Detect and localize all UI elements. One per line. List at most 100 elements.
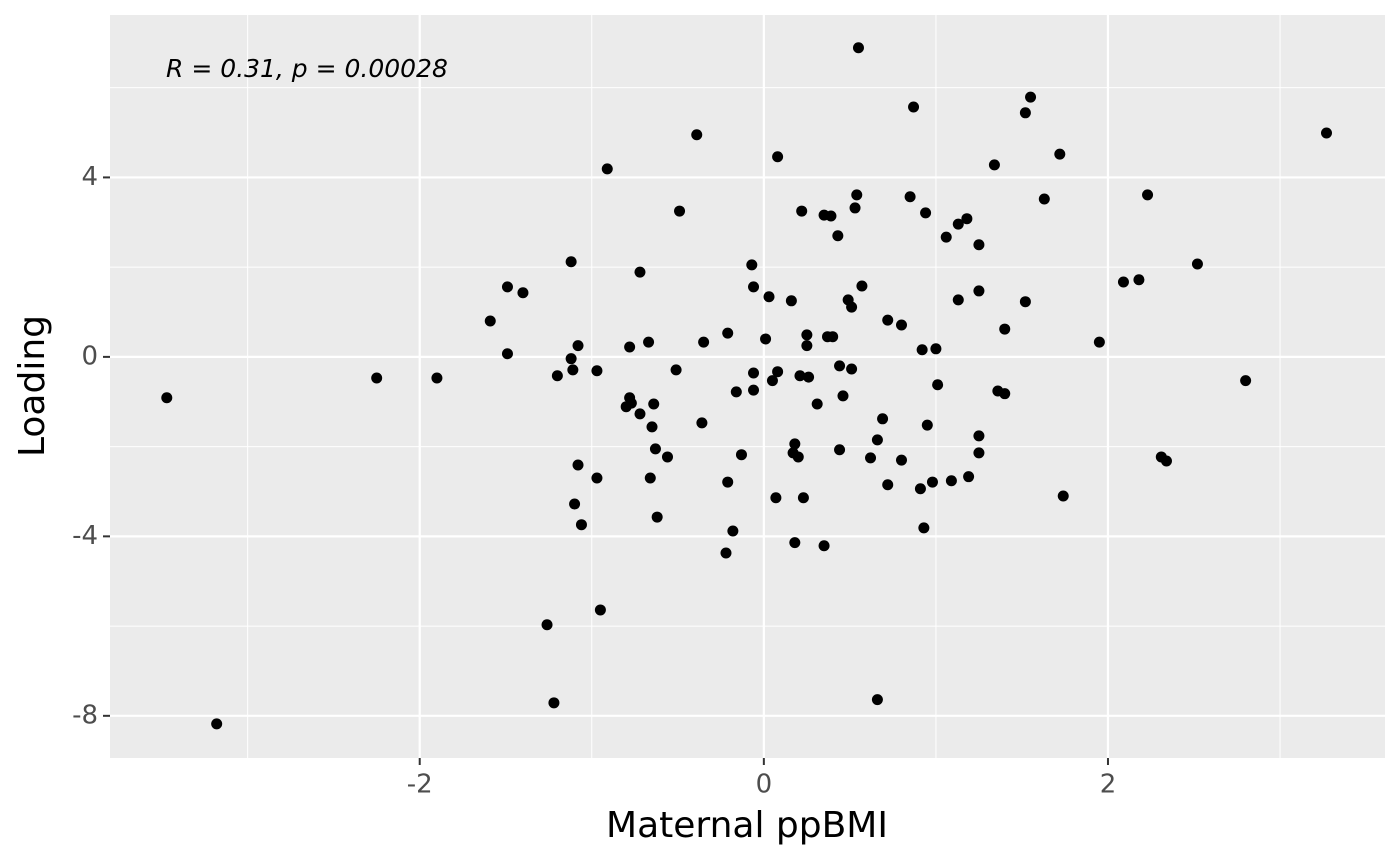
point (999, 388, 1011, 400)
point (431, 372, 443, 384)
point (601, 163, 613, 175)
point (541, 619, 553, 631)
point (952, 294, 964, 306)
point (818, 540, 830, 552)
point (794, 370, 806, 382)
point (920, 207, 932, 219)
point (691, 129, 703, 141)
point (801, 329, 813, 341)
point (548, 697, 560, 709)
point (846, 363, 858, 375)
point (785, 295, 797, 307)
point (1038, 193, 1050, 205)
point (940, 231, 952, 243)
point (1093, 336, 1105, 348)
point (643, 336, 655, 348)
point (789, 438, 801, 450)
point (792, 451, 804, 463)
point (1142, 189, 1154, 201)
point (811, 398, 823, 410)
point (963, 471, 975, 483)
point (803, 371, 815, 383)
point (797, 492, 809, 504)
point (865, 452, 877, 464)
point (988, 159, 1000, 171)
point (722, 476, 734, 488)
point (748, 367, 760, 379)
point (748, 384, 760, 396)
point (921, 419, 933, 431)
point (763, 291, 775, 303)
point (565, 256, 577, 268)
point (735, 449, 747, 461)
point (882, 314, 894, 326)
point (926, 476, 938, 488)
point (1019, 107, 1031, 119)
y-axis-title: Loading (12, 315, 53, 457)
point (698, 336, 710, 348)
point (648, 398, 660, 410)
point (789, 537, 801, 549)
point (973, 239, 985, 251)
point (575, 519, 587, 531)
point (904, 191, 916, 203)
y-tick-label: -8 (72, 700, 98, 730)
point (846, 301, 858, 313)
point (646, 421, 658, 433)
x-axis-title: Maternal ppBMI (606, 805, 888, 846)
point (930, 343, 942, 355)
point (625, 397, 637, 409)
y-tick-label: -4 (72, 521, 98, 551)
point (916, 344, 928, 356)
point (161, 392, 173, 404)
point (895, 319, 907, 331)
point (501, 281, 513, 293)
x-tick-label: 0 (756, 770, 773, 800)
point (877, 413, 889, 425)
point (674, 205, 686, 217)
point (572, 340, 584, 352)
point (871, 434, 883, 446)
point (999, 323, 1011, 335)
point (517, 287, 529, 299)
point (871, 694, 883, 706)
point (649, 443, 661, 455)
point (1117, 276, 1129, 288)
point (770, 492, 782, 504)
panel (110, 15, 1385, 758)
annotation: R = 0.31, p = 0.00028 (166, 54, 448, 83)
point (772, 151, 784, 163)
point (727, 525, 739, 537)
point (644, 472, 656, 484)
point (634, 266, 646, 278)
point (1191, 258, 1203, 270)
point (837, 390, 849, 402)
point (834, 360, 846, 372)
point (856, 280, 868, 292)
point (827, 331, 839, 343)
point (720, 547, 732, 559)
point (722, 327, 734, 339)
point (825, 210, 837, 222)
point (973, 430, 985, 442)
grid (110, 15, 1385, 758)
point (730, 386, 742, 398)
point (211, 718, 223, 730)
point (501, 348, 513, 360)
points (161, 42, 1332, 730)
point (851, 189, 863, 201)
point (832, 230, 844, 242)
point (973, 285, 985, 297)
point (945, 475, 957, 487)
point (594, 604, 606, 616)
point (973, 447, 985, 459)
point (634, 408, 646, 420)
point (591, 472, 603, 484)
point (1160, 455, 1172, 467)
point (371, 372, 383, 384)
point (895, 454, 907, 466)
point (918, 522, 930, 534)
point (624, 341, 636, 353)
point (801, 340, 813, 352)
